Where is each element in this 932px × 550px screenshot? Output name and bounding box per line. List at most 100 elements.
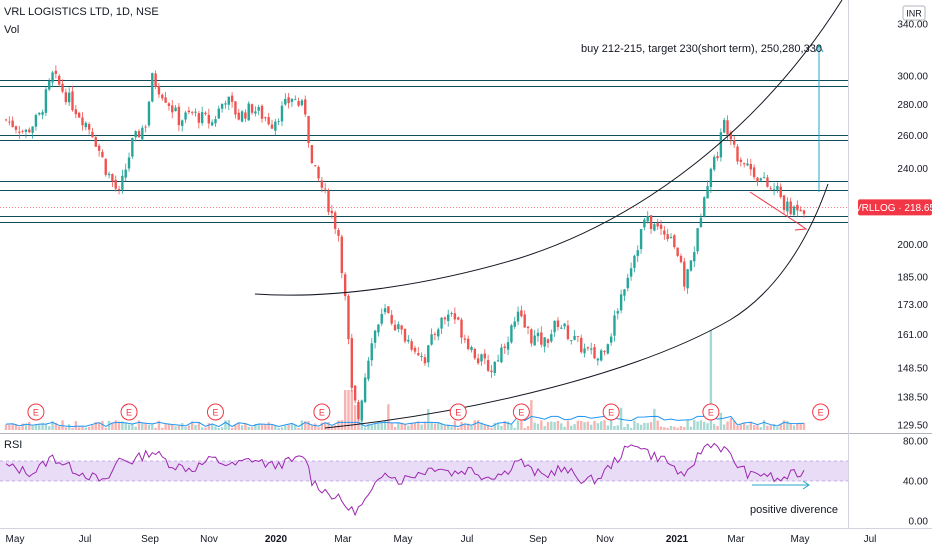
volume-bar: [560, 423, 563, 430]
earnings-marker-5[interactable]: E: [512, 403, 530, 421]
candle-body: [97, 145, 101, 151]
rsi-axis[interactable]: 80.00 40.00 0.00: [903, 437, 928, 528]
earnings-marker-3[interactable]: E: [313, 403, 331, 421]
earnings-circle: [206, 403, 224, 421]
candle-body: [756, 177, 759, 182]
earnings-marker-8[interactable]: E: [812, 403, 830, 421]
candle-body: [161, 94, 164, 99]
candle-body: [257, 107, 260, 111]
candle-body: [21, 130, 24, 132]
volume-bar: [636, 423, 639, 430]
candle-body: [739, 159, 743, 162]
candle-body: [556, 320, 560, 328]
candle-body: [250, 104, 254, 113]
volume-bar: [397, 422, 400, 430]
candle-body: [167, 103, 171, 107]
volume-bar: [732, 420, 736, 430]
time-tick-1: Jul: [79, 534, 92, 545]
earnings-marker-4[interactable]: E: [449, 403, 467, 421]
candle-body: [789, 201, 792, 215]
candle-body: [87, 124, 91, 130]
volume-bar: [400, 422, 403, 430]
volume-bar: [696, 421, 699, 430]
earnings-letter: E: [518, 408, 524, 418]
candle-body: [400, 325, 403, 330]
candle-body: [254, 111, 257, 114]
volume-bar: [97, 422, 101, 430]
candle-body: [590, 348, 593, 350]
time-tick-9: Nov: [596, 534, 614, 545]
volume-bar: [752, 425, 756, 430]
candle-body: [796, 204, 799, 211]
volume-bar: [171, 424, 174, 430]
volume-bar: [742, 422, 746, 430]
price-pane[interactable]: [0, 0, 848, 430]
candle-body: [360, 400, 363, 421]
candle-body: [171, 105, 174, 113]
volume-bar: [639, 424, 643, 430]
volume-bar: [51, 421, 54, 430]
candle-body: [154, 73, 157, 87]
volume-legend[interactable]: Vol: [4, 24, 19, 36]
volume-bar: [536, 423, 540, 430]
candle-body: [134, 131, 137, 138]
volume-bar: [214, 426, 217, 430]
earnings-circle: [702, 403, 720, 421]
candle-body: [576, 336, 580, 337]
earnings-marker-0[interactable]: E: [27, 403, 45, 421]
candle-body: [264, 117, 267, 119]
volume-bar: [247, 426, 250, 430]
currency-badge[interactable]: INR: [902, 5, 926, 21]
candle-body: [84, 122, 87, 128]
candle-body: [393, 324, 397, 331]
symbol-title[interactable]: VRL LOGISTICS LTD, 1D, NSE: [4, 6, 159, 18]
time-tick-2: Sep: [141, 534, 159, 545]
candle-body: [782, 195, 786, 210]
candle-body: [367, 360, 370, 380]
candle-body: [34, 114, 38, 127]
volume-bar: [131, 424, 134, 430]
earnings-letter: E: [33, 408, 39, 418]
candle-body: [353, 385, 357, 401]
candle-body: [101, 151, 104, 158]
volume-bar: [729, 417, 733, 430]
volume-bar: [599, 421, 603, 430]
candle-body: [340, 236, 344, 274]
volume-bar: [772, 423, 776, 430]
earnings-marker-6[interactable]: E: [602, 403, 620, 421]
earnings-marker-1[interactable]: E: [120, 403, 138, 421]
candle-body: [304, 99, 307, 115]
candle-body: [463, 338, 467, 340]
volume-bar: [586, 421, 590, 430]
price-axis[interactable]: 340.00300.00280.00260.00240.00220.00200.…: [897, 20, 928, 432]
earnings-marker-2[interactable]: E: [206, 403, 224, 421]
candle-body: [204, 112, 207, 115]
rsi-band: [0, 461, 848, 481]
volume-bar: [250, 427, 254, 430]
candle-body: [324, 188, 327, 190]
candle-body: [41, 112, 44, 115]
upper-arc-drawing: [254, 0, 843, 296]
candle-body: [380, 313, 383, 324]
candle-body: [147, 101, 151, 126]
candle-body: [676, 247, 679, 256]
last-price-label: VRLLOG · 218.65: [855, 203, 932, 214]
candle-body: [337, 229, 340, 236]
rsi-legend[interactable]: RSI: [4, 439, 22, 451]
volume-bar: [466, 423, 470, 430]
volume-bar: [111, 422, 114, 430]
volume-bar: [756, 425, 759, 430]
candle-body: [560, 327, 563, 329]
volume-bar: [387, 404, 390, 430]
volume-bar: [683, 427, 686, 430]
volume-bar: [64, 427, 68, 430]
volume-bar: [506, 421, 510, 430]
candle-body: [363, 377, 367, 403]
time-axis[interactable]: May Jul Sep Nov 2020 Mar May Jul Sep Nov 2021 Mar Ma…: [6, 534, 877, 545]
earnings-marker-7[interactable]: E: [702, 403, 720, 421]
candles: [4, 65, 806, 423]
volume-bar: [18, 427, 21, 430]
candle-body: [214, 119, 217, 124]
